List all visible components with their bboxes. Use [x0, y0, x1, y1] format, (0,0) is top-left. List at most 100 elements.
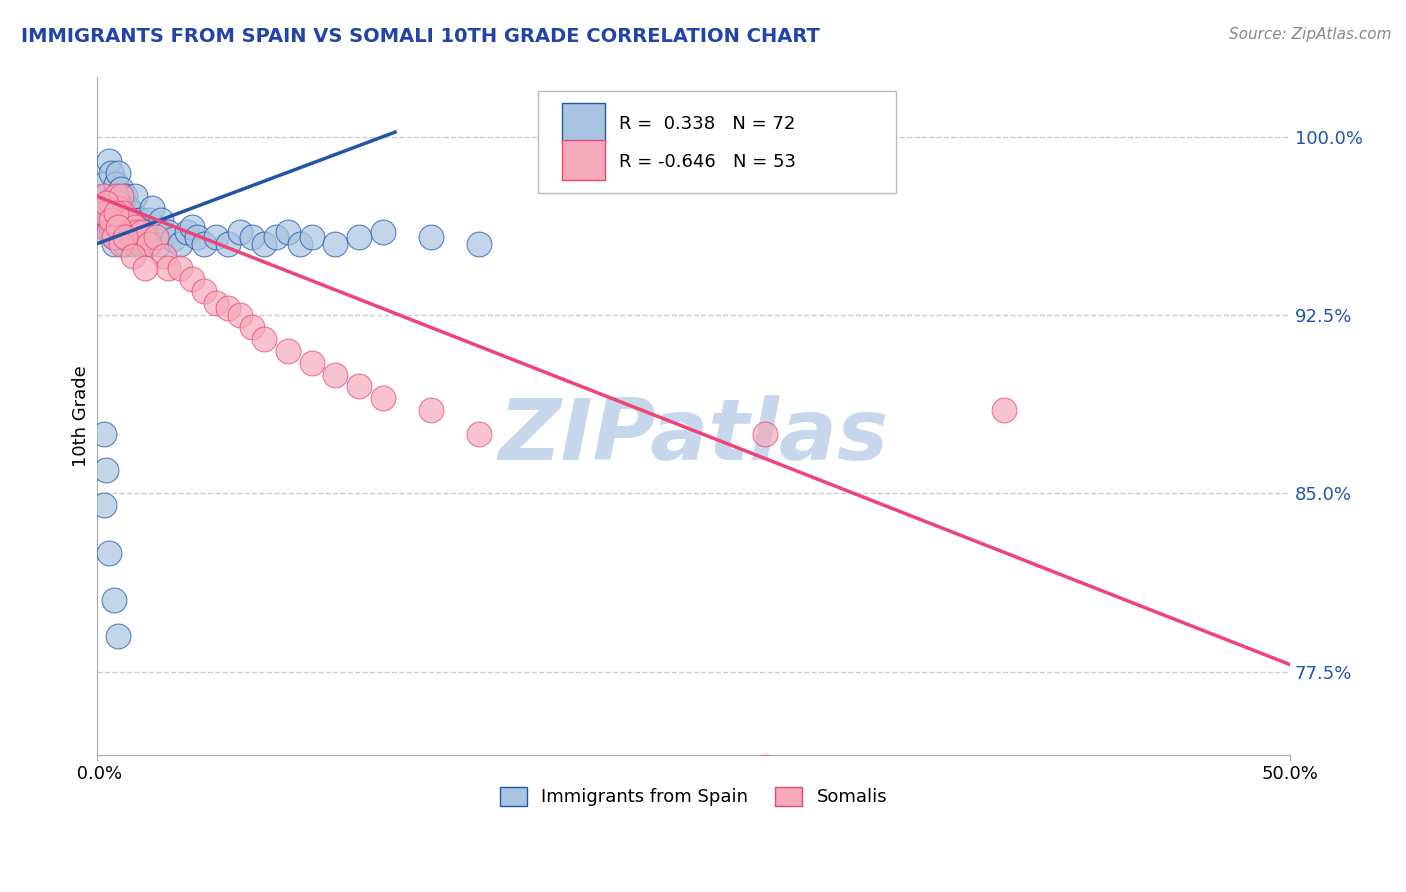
- Point: [112, 229, 135, 244]
- Point: [148, 236, 170, 251]
- Point: [103, 189, 125, 203]
- Point: [104, 178, 127, 192]
- Point: [107, 189, 129, 203]
- Point: [217, 236, 239, 251]
- Point: [205, 296, 228, 310]
- Point: [124, 220, 146, 235]
- Point: [134, 236, 156, 251]
- Point: [107, 225, 129, 239]
- Point: [110, 213, 132, 227]
- Point: [181, 272, 204, 286]
- Point: [114, 229, 136, 244]
- Point: [127, 225, 149, 239]
- FancyBboxPatch shape: [562, 103, 605, 143]
- Point: [104, 213, 127, 227]
- Point: [135, 225, 157, 239]
- Point: [169, 236, 191, 251]
- Point: [103, 225, 125, 239]
- Point: [97, 206, 120, 220]
- Point: [90, 189, 112, 203]
- Point: [97, 213, 120, 227]
- Point: [93, 206, 115, 220]
- Point: [110, 206, 132, 220]
- Point: [301, 356, 323, 370]
- Point: [104, 206, 127, 220]
- Point: [100, 201, 122, 215]
- Point: [100, 165, 122, 179]
- Point: [120, 213, 142, 227]
- Point: [100, 213, 122, 227]
- Point: [193, 236, 215, 251]
- Point: [96, 201, 118, 215]
- Point: [205, 229, 228, 244]
- Point: [229, 308, 252, 322]
- Point: [104, 201, 127, 215]
- Point: [120, 213, 142, 227]
- Point: [217, 301, 239, 315]
- Point: [93, 427, 115, 442]
- Point: [100, 225, 122, 239]
- Point: [96, 201, 118, 215]
- Point: [112, 206, 135, 220]
- Point: [145, 229, 167, 244]
- Point: [264, 229, 287, 244]
- Point: [100, 220, 122, 235]
- Point: [150, 213, 173, 227]
- Point: [419, 229, 441, 244]
- Point: [169, 260, 191, 275]
- Point: [124, 220, 146, 235]
- Point: [97, 153, 120, 168]
- Point: [141, 201, 163, 215]
- FancyBboxPatch shape: [538, 91, 896, 193]
- Point: [157, 260, 180, 275]
- Point: [134, 229, 156, 244]
- Point: [114, 213, 136, 227]
- Point: [138, 236, 160, 251]
- FancyBboxPatch shape: [562, 140, 605, 180]
- Point: [131, 225, 153, 239]
- Legend: Immigrants from Spain, Somalis: Immigrants from Spain, Somalis: [492, 780, 894, 814]
- Point: [131, 229, 153, 244]
- Point: [103, 229, 125, 244]
- Point: [193, 285, 215, 299]
- Point: [104, 213, 127, 227]
- Point: [157, 225, 180, 239]
- Point: [124, 189, 146, 203]
- Text: R = -0.646   N = 53: R = -0.646 N = 53: [620, 153, 796, 171]
- Point: [110, 236, 132, 251]
- Point: [107, 220, 129, 235]
- Point: [145, 225, 167, 239]
- Point: [277, 225, 299, 239]
- Point: [96, 196, 118, 211]
- Point: [117, 225, 139, 239]
- Point: [107, 629, 129, 643]
- Point: [467, 427, 489, 442]
- Point: [114, 236, 136, 251]
- Point: [176, 225, 198, 239]
- Point: [103, 229, 125, 244]
- Point: [97, 546, 120, 560]
- Point: [107, 196, 129, 211]
- Point: [104, 189, 127, 203]
- Point: [325, 368, 347, 382]
- Text: R =  0.338   N = 72: R = 0.338 N = 72: [620, 114, 796, 133]
- Point: [110, 213, 132, 227]
- Point: [229, 225, 252, 239]
- Point: [114, 213, 136, 227]
- Point: [128, 236, 150, 251]
- Point: [127, 225, 149, 239]
- Point: [152, 249, 174, 263]
- Point: [110, 182, 132, 196]
- Text: ZIPatlas: ZIPatlas: [498, 395, 889, 478]
- Text: IMMIGRANTS FROM SPAIN VS SOMALI 10TH GRADE CORRELATION CHART: IMMIGRANTS FROM SPAIN VS SOMALI 10TH GRA…: [21, 27, 820, 45]
- Y-axis label: 10th Grade: 10th Grade: [72, 366, 90, 467]
- Point: [253, 236, 276, 251]
- Point: [754, 760, 776, 774]
- Point: [240, 320, 263, 334]
- Point: [97, 213, 120, 227]
- Point: [103, 236, 125, 251]
- Point: [107, 165, 129, 179]
- Point: [103, 593, 125, 607]
- Point: [93, 178, 115, 192]
- Point: [107, 201, 129, 215]
